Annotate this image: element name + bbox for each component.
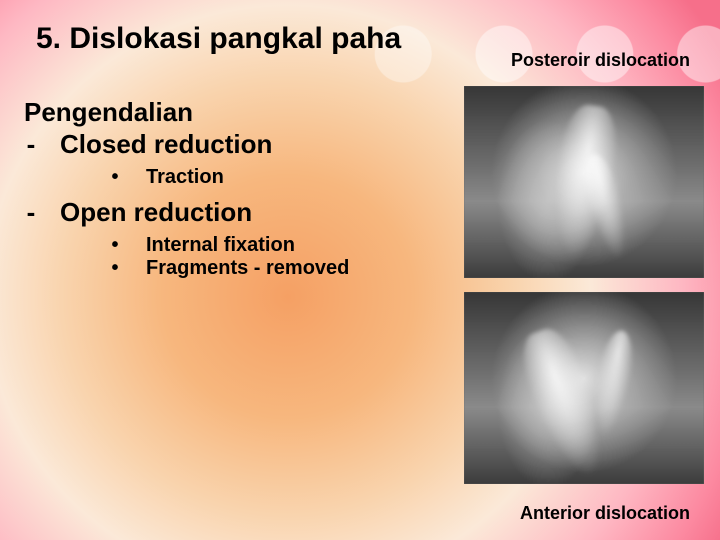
xray-image-anterior	[464, 292, 704, 484]
bullet-icon: •	[110, 257, 120, 280]
sub-list-item-label: Internal fixation	[146, 234, 295, 257]
slide: 5. Dislokasi pangkal paha Posteroir disl…	[0, 0, 720, 540]
sub-list-item: • Internal fixation	[110, 234, 349, 257]
list-item-label: Closed reduction	[60, 129, 272, 160]
caption-posterior: Posteroir dislocation	[511, 50, 690, 71]
sub-list-item-label: Traction	[146, 166, 224, 189]
list-item-label: Open reduction	[60, 197, 252, 228]
list-item: - Open reduction	[24, 197, 349, 228]
content-heading: Pengendalian	[24, 96, 349, 129]
sub-list-item: • Fragments - removed	[110, 257, 349, 280]
sub-list-item: • Traction	[110, 166, 349, 189]
content-block: Pengendalian - Closed reduction • Tracti…	[24, 96, 349, 288]
dash-icon: -	[24, 197, 38, 228]
bullet-icon: •	[110, 234, 120, 257]
list-item: - Closed reduction	[24, 129, 349, 160]
dash-icon: -	[24, 129, 38, 160]
bullet-icon: •	[110, 166, 120, 189]
sub-list: • Internal fixation • Fragments - remove…	[110, 234, 349, 280]
caption-anterior: Anterior dislocation	[520, 503, 690, 524]
slide-title: 5. Dislokasi pangkal paha	[36, 22, 401, 56]
xray-image-posterior	[464, 86, 704, 278]
sub-list: • Traction	[110, 166, 349, 189]
sub-list-item-label: Fragments - removed	[146, 257, 349, 280]
